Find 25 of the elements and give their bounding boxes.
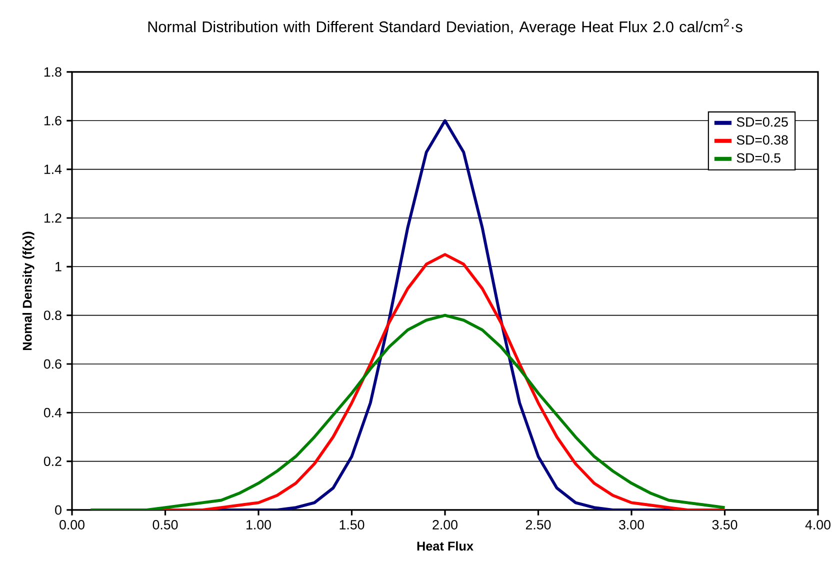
- chart-title: Normal Distribution with Different Standard Deviation, Average Heat Flux 2.0 cal/cm$^{2}$·s: [148, 18, 742, 36]
- x-tick-label: 0.00: [60, 520, 84, 530]
- x-tick-label: 1.50: [340, 520, 364, 530]
- y-tick-label: 1.2: [44, 213, 62, 223]
- x-axis-title: Heat Flux: [417, 541, 474, 551]
- y-tick-label: 1.4: [44, 164, 62, 174]
- y-tick-label: 0.4: [44, 408, 62, 418]
- x-tick-label: 2.00: [432, 520, 458, 530]
- x-tick-label: 3.00: [619, 520, 644, 530]
- y-tick-label: 0: [55, 505, 62, 515]
- y-tick-label: 1.6: [44, 116, 62, 126]
- x-tick-label: 2.50: [526, 520, 551, 530]
- legend-label: SD=0.5: [736, 153, 780, 163]
- x-tick-label: 3.50: [712, 520, 738, 530]
- y-tick-label: 0.6: [44, 359, 62, 369]
- y-tick-label: 0.2: [44, 456, 62, 466]
- legend-label: SD=0.38: [736, 135, 788, 145]
- x-tick-label: 1.00: [246, 520, 271, 530]
- legend-label: SD=0.25: [736, 117, 788, 127]
- x-tick-label: 4.00: [805, 520, 830, 530]
- x-tick-label: 0.50: [152, 520, 178, 530]
- y-axis-title: Nomal Density (f(x)): [22, 232, 34, 350]
- y-tick-label: 0.8: [44, 310, 62, 320]
- y-tick-label: 1: [56, 262, 62, 272]
- y-tick-label: 1.8: [44, 67, 62, 77]
